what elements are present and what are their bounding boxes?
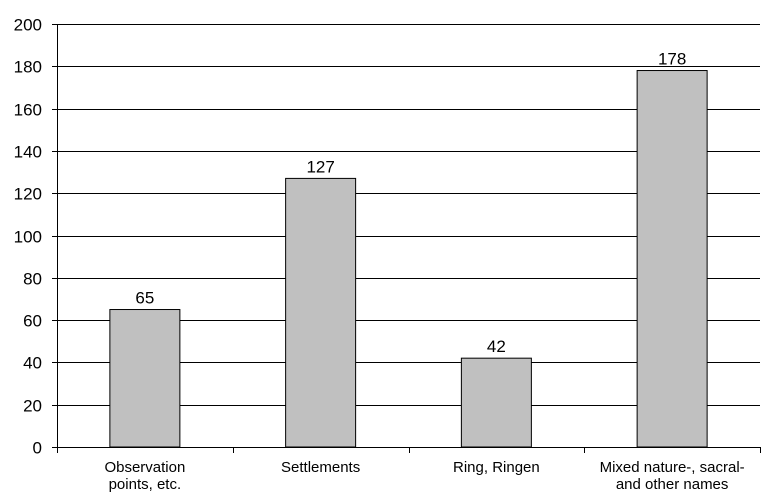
bar [636, 70, 708, 448]
y-tick-label: 140 [14, 143, 42, 162]
data-label: 178 [658, 50, 686, 69]
bar [285, 177, 357, 448]
axes [52, 24, 761, 453]
category-label: Ring, Ringen [453, 459, 540, 476]
category-label: Observation [104, 459, 185, 476]
y-tick-label: 200 [14, 16, 42, 35]
bar [460, 357, 532, 448]
category-label: Mixed nature-, sacral- [600, 459, 745, 476]
data-label: 65 [135, 289, 154, 308]
y-tick-labels: 0 20 40 60 80 100 120 140 160 180 200 [14, 16, 42, 458]
y-tick-label: 0 [33, 439, 42, 458]
bar [109, 309, 181, 448]
y-tick-label: 160 [14, 101, 42, 120]
y-tick-label: 100 [14, 228, 42, 247]
bars [109, 70, 708, 448]
y-tick-label: 60 [23, 312, 42, 331]
y-tick-label: 20 [23, 397, 42, 416]
y-tick-label: 40 [23, 354, 42, 373]
category-label: and other names [616, 476, 729, 493]
data-label: 42 [487, 337, 506, 356]
data-label: 127 [306, 157, 334, 176]
y-tick-label: 180 [14, 58, 42, 77]
y-tick-label: 80 [23, 270, 42, 289]
data-labels: 65 127 42 178 [135, 50, 686, 357]
category-label: points, etc. [109, 476, 182, 493]
y-tick-label: 120 [14, 185, 42, 204]
category-label: Settlements [281, 459, 360, 476]
